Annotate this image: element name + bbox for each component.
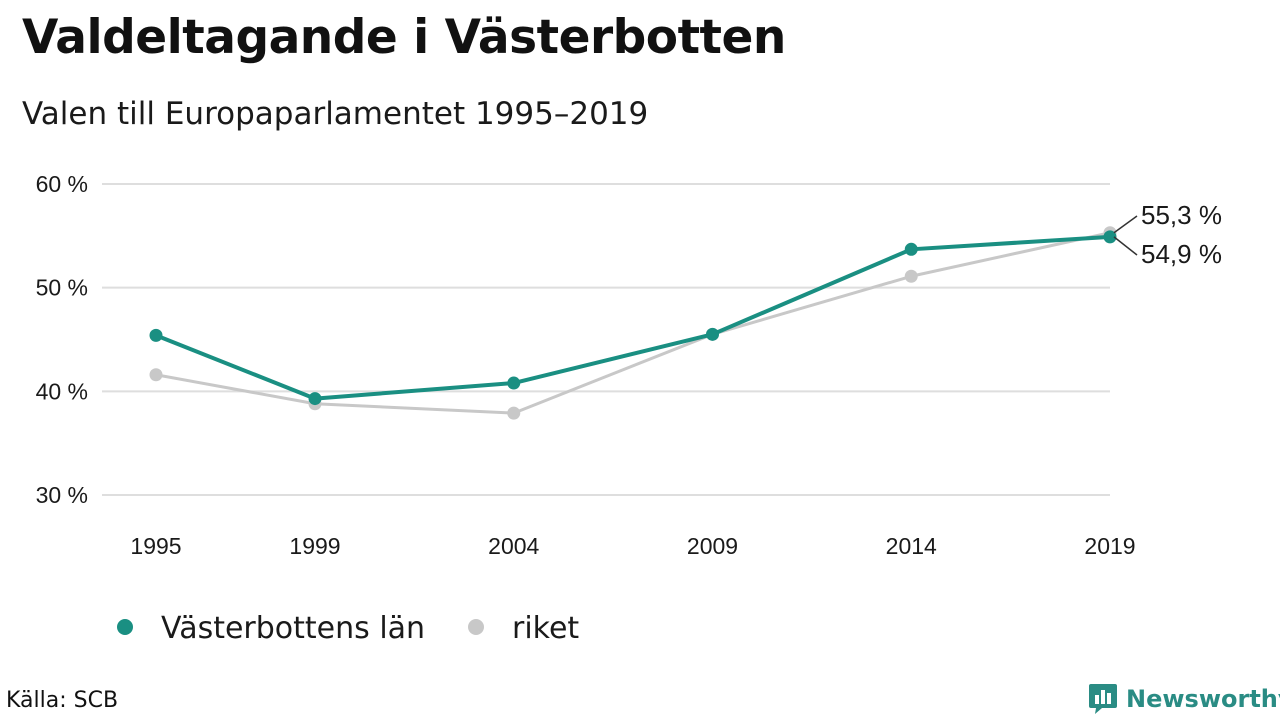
brand-logo: Newsworthy bbox=[1088, 682, 1280, 716]
data-point bbox=[149, 328, 163, 342]
end-labels: 55,3 % 54,9 % bbox=[1113, 200, 1222, 269]
chart-title: Valdeltagande i Västerbotten bbox=[22, 10, 786, 65]
data-point bbox=[904, 269, 918, 283]
data-point bbox=[507, 406, 521, 420]
chart-subtitle: Valen till Europaparlamentet 1995–2019 bbox=[22, 96, 649, 132]
data-point bbox=[149, 368, 163, 382]
data-point bbox=[904, 242, 918, 256]
grid-lines bbox=[102, 183, 1110, 496]
y-tick-label: 60 % bbox=[36, 171, 88, 197]
leader-line bbox=[1113, 215, 1138, 234]
x-axis-ticks: 1995 1999 2004 2009 2014 2019 bbox=[130, 533, 1135, 559]
legend-marker bbox=[117, 619, 133, 635]
leader-line bbox=[1113, 236, 1138, 256]
series-line bbox=[155, 234, 1111, 401]
bar-chart-logo-icon bbox=[1089, 684, 1117, 714]
x-tick-label: 2004 bbox=[488, 533, 539, 559]
x-tick-label: 2009 bbox=[687, 533, 738, 559]
x-tick-label: 2019 bbox=[1084, 533, 1135, 559]
legend-label: Västerbottens län bbox=[161, 611, 425, 646]
data-point bbox=[507, 376, 521, 390]
legend: Västerbottens län riket bbox=[117, 611, 579, 646]
data-point bbox=[308, 392, 322, 406]
y-tick-label: 30 % bbox=[36, 482, 88, 508]
legend-marker bbox=[468, 619, 484, 635]
y-tick-label: 50 % bbox=[36, 275, 88, 301]
y-tick-label: 40 % bbox=[36, 378, 88, 404]
end-label: 55,3 % bbox=[1141, 200, 1222, 230]
line-chart: 60 % 50 % 40 % 30 % 1995 1999 2004 2009 2014 201… bbox=[36, 171, 1222, 646]
x-tick-label: 1999 bbox=[289, 533, 340, 559]
data-point bbox=[1103, 230, 1117, 244]
brand-name: Newsworthy bbox=[1126, 685, 1280, 713]
x-tick-label: 2014 bbox=[886, 533, 937, 559]
x-tick-label: 1995 bbox=[130, 533, 181, 559]
end-label: 54,9 % bbox=[1141, 239, 1222, 269]
y-axis-ticks: 60 % 50 % 40 % 30 % bbox=[36, 171, 88, 508]
legend-label: riket bbox=[512, 611, 579, 646]
data-point bbox=[706, 327, 719, 341]
series-line bbox=[155, 231, 1111, 415]
source-note: Källa: SCB bbox=[6, 688, 119, 713]
series-layer bbox=[149, 226, 1117, 420]
